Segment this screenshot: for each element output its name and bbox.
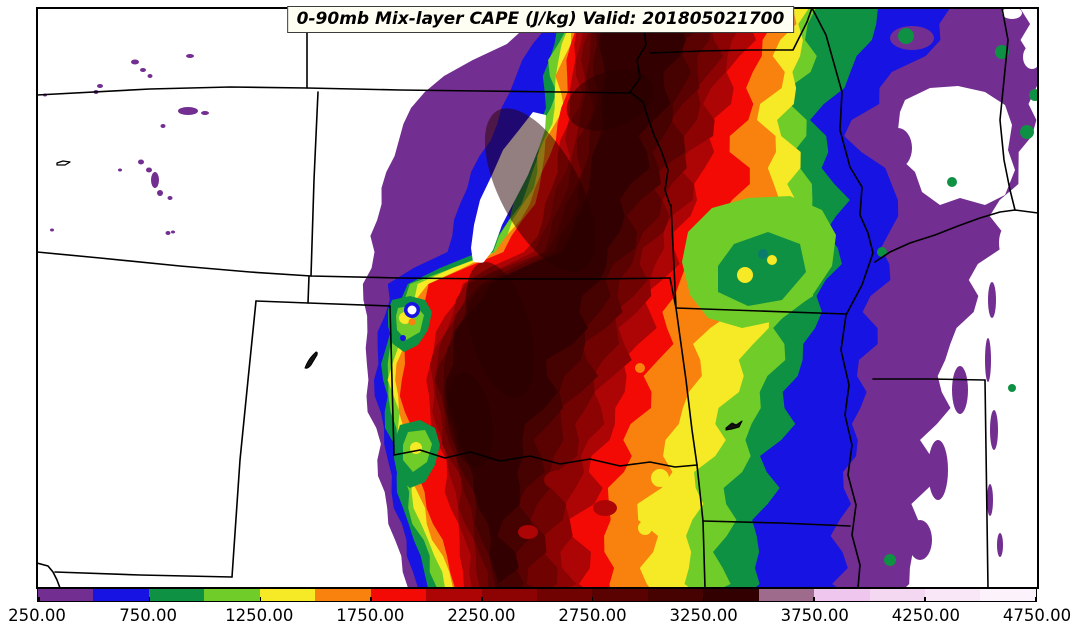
colorbar-tick-label: 1250.00: [225, 606, 294, 625]
colorbar-tick: [924, 597, 926, 601]
colorbar-segment: [758, 589, 815, 601]
colorbar-segment: [481, 589, 537, 601]
colorbar-tick: [38, 597, 40, 601]
colorbar-segment: [93, 589, 149, 601]
colorbar-tick: [481, 597, 483, 601]
colorbar-segment: [814, 589, 870, 601]
state-borders: [37, 8, 1038, 588]
colorbar-tick-label: 4750.00: [1002, 606, 1072, 625]
colorbar-segment: [980, 589, 1036, 601]
colorbar-segment: [925, 589, 981, 601]
cape-band-3250: [445, 8, 690, 588]
colorbar: [37, 588, 1037, 602]
colorbar-segment: [426, 589, 482, 601]
map-title: 0-90mb Mix-layer CAPE (J/kg) Valid: 2018…: [286, 6, 795, 33]
colorbar-segment: [204, 589, 260, 601]
colorbar-tick-label: 1750.00: [336, 606, 405, 625]
colorbar-segment: [703, 589, 759, 601]
colorbar-segment: [259, 589, 316, 601]
colorbar-segments: [38, 589, 1036, 601]
colorbar-segment: [592, 589, 648, 601]
colorbar-tick: [148, 597, 151, 601]
colorbar-tick-label: 4250.00: [891, 606, 960, 625]
colorbar-tick-label: 2750.00: [558, 606, 627, 625]
colorbar-segment: [647, 589, 704, 601]
colorbar-tick-label: 750.00: [119, 606, 177, 625]
colorbar-tick: [813, 597, 815, 601]
colorbar-tick: [1034, 597, 1037, 601]
field-details: [43, 8, 1038, 566]
colorbar-tick-label: 2250.00: [447, 606, 516, 625]
colorbar-tick: [591, 597, 594, 601]
colorbar-tick-label: 3750.00: [780, 606, 849, 625]
colorbar-tick: [702, 597, 705, 601]
colorbar-tick-label: 250.00: [8, 606, 66, 625]
colorbar-tick: [370, 597, 372, 601]
colorbar-segment: [370, 589, 427, 601]
colorbar-segment: [148, 589, 205, 601]
colorbar-segment: [315, 589, 371, 601]
colorbar-segment: [536, 589, 593, 601]
colorbar-tick-label: 3250.00: [669, 606, 738, 625]
colorbar-segment: [869, 589, 925, 601]
colorbar-segment: [38, 589, 94, 601]
colorbar-tick: [259, 597, 262, 601]
